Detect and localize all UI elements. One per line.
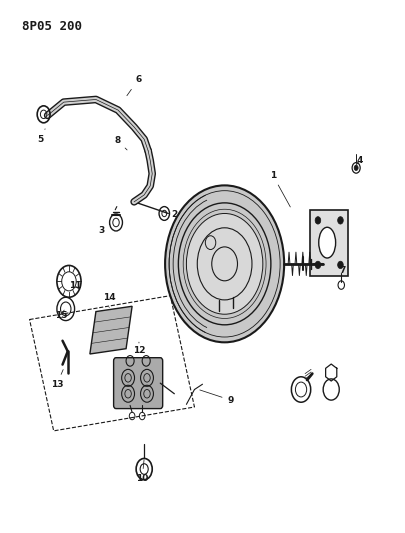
Text: 1: 1 xyxy=(270,171,290,207)
Circle shape xyxy=(338,216,343,224)
Circle shape xyxy=(165,185,284,342)
Ellipse shape xyxy=(319,227,336,258)
Circle shape xyxy=(315,261,321,269)
Circle shape xyxy=(186,214,263,314)
Text: 5: 5 xyxy=(38,129,45,144)
Text: 6: 6 xyxy=(127,75,141,96)
Text: 2: 2 xyxy=(166,210,177,219)
FancyBboxPatch shape xyxy=(114,358,163,409)
Text: 3: 3 xyxy=(98,224,110,235)
Circle shape xyxy=(354,165,358,171)
Text: 10: 10 xyxy=(136,460,148,483)
Text: 8P05 200: 8P05 200 xyxy=(21,20,81,33)
Text: 15: 15 xyxy=(55,310,67,320)
Circle shape xyxy=(338,261,343,269)
Text: 7: 7 xyxy=(339,263,345,274)
Text: 14: 14 xyxy=(103,293,115,308)
FancyBboxPatch shape xyxy=(310,209,348,276)
Text: 4: 4 xyxy=(356,156,363,166)
Text: 12: 12 xyxy=(133,342,145,355)
Polygon shape xyxy=(90,306,132,354)
Text: 9: 9 xyxy=(200,390,234,405)
Text: 8: 8 xyxy=(114,136,127,150)
Circle shape xyxy=(315,216,321,224)
Text: 11: 11 xyxy=(69,280,81,289)
Text: 13: 13 xyxy=(51,369,63,389)
